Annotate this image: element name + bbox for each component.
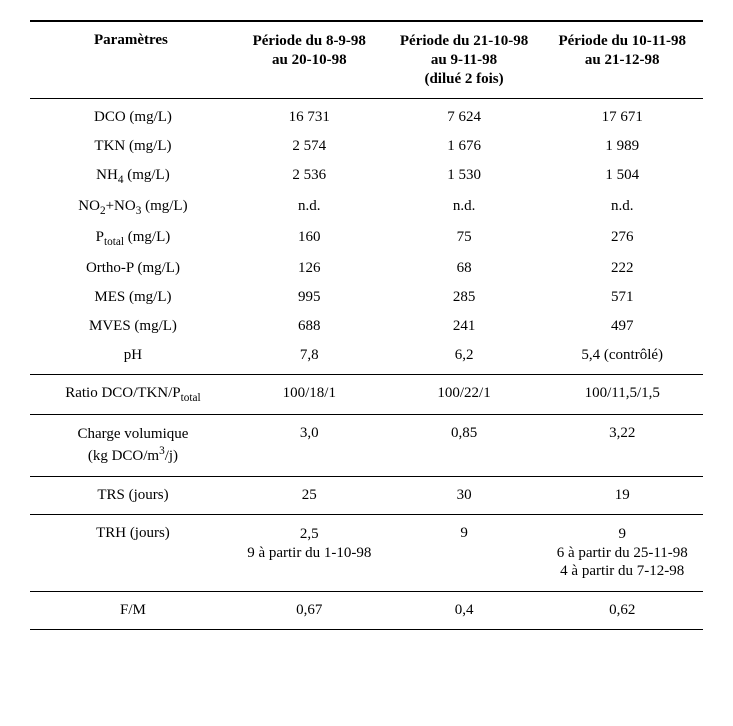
table-row: Charge volumique(kg DCO/m3/j)3,00,853,22 (30, 415, 703, 477)
table-header-row: Paramètres Période du 8-9-98au 20-10-98 … (30, 21, 703, 99)
table-row: Ortho-P (mg/L)12668222 (30, 254, 703, 283)
cell-period1: 995 (232, 283, 387, 312)
cell-period3: 276 (541, 223, 703, 254)
cell-period3: 100/11,5/1,5 (541, 375, 703, 415)
param-label: MVES (mg/L) (30, 312, 232, 341)
cell-period2: 30 (387, 476, 542, 514)
table-row: NO2+NO3 (mg/L)n.d.n.d.n.d. (30, 192, 703, 223)
cell-period3: 497 (541, 312, 703, 341)
param-label: NH4 (mg/L) (30, 161, 232, 192)
cell-period2: 0,4 (387, 592, 542, 630)
col-header-period1: Période du 8-9-98au 20-10-98 (232, 21, 387, 99)
table-row: TKN (mg/L)2 5741 6761 989 (30, 132, 703, 161)
param-label: Ratio DCO/TKN/Ptotal (30, 375, 232, 415)
col-header-period3: Période du 10-11-98au 21-12-98 (541, 21, 703, 99)
cell-period3: 571 (541, 283, 703, 312)
cell-period3: 0,62 (541, 592, 703, 630)
cell-period1: 2 536 (232, 161, 387, 192)
cell-period1: 2 574 (232, 132, 387, 161)
param-label: TKN (mg/L) (30, 132, 232, 161)
cell-period2: 75 (387, 223, 542, 254)
table-row: Ratio DCO/TKN/Ptotal100/18/1100/22/1100/… (30, 375, 703, 415)
cell-period3: 5,4 (contrôlé) (541, 341, 703, 375)
cell-period3: n.d. (541, 192, 703, 223)
cell-period1: n.d. (232, 192, 387, 223)
param-label: TRH (jours) (30, 514, 232, 591)
param-label: pH (30, 341, 232, 375)
cell-period2: 1 530 (387, 161, 542, 192)
parameters-table: Paramètres Période du 8-9-98au 20-10-98 … (30, 20, 703, 630)
cell-period2: 6,2 (387, 341, 542, 375)
table-row: pH7,86,25,4 (contrôlé) (30, 341, 703, 375)
cell-period3: 96 à partir du 25-11-984 à partir du 7-1… (541, 514, 703, 591)
param-label: TRS (jours) (30, 476, 232, 514)
cell-period3: 19 (541, 476, 703, 514)
table-row: MVES (mg/L)688241497 (30, 312, 703, 341)
param-label: DCO (mg/L) (30, 99, 232, 133)
table-row: TRH (jours)2,59 à partir du 1-10-98996 à… (30, 514, 703, 591)
cell-period2: 9 (387, 514, 542, 591)
cell-period2: 1 676 (387, 132, 542, 161)
cell-period3: 17 671 (541, 99, 703, 133)
cell-period2: 7 624 (387, 99, 542, 133)
cell-period2: 285 (387, 283, 542, 312)
table-row: DCO (mg/L)16 7317 62417 671 (30, 99, 703, 133)
cell-period3: 1 989 (541, 132, 703, 161)
cell-period1: 126 (232, 254, 387, 283)
table-row: NH4 (mg/L)2 5361 5301 504 (30, 161, 703, 192)
cell-period1: 0,67 (232, 592, 387, 630)
cell-period2: n.d. (387, 192, 542, 223)
table-row: TRS (jours)253019 (30, 476, 703, 514)
cell-period1: 160 (232, 223, 387, 254)
param-label: F/M (30, 592, 232, 630)
param-label: Charge volumique(kg DCO/m3/j) (30, 415, 232, 477)
cell-period3: 1 504 (541, 161, 703, 192)
param-label: Ptotal (mg/L) (30, 223, 232, 254)
param-label: MES (mg/L) (30, 283, 232, 312)
cell-period2: 0,85 (387, 415, 542, 477)
cell-period1: 100/18/1 (232, 375, 387, 415)
param-label: Ortho-P (mg/L) (30, 254, 232, 283)
param-label: NO2+NO3 (mg/L) (30, 192, 232, 223)
cell-period2: 68 (387, 254, 542, 283)
cell-period3: 3,22 (541, 415, 703, 477)
table-row: MES (mg/L)995285571 (30, 283, 703, 312)
table-row: F/M0,670,40,62 (30, 592, 703, 630)
cell-period1: 7,8 (232, 341, 387, 375)
table-row: Ptotal (mg/L)16075276 (30, 223, 703, 254)
cell-period1: 25 (232, 476, 387, 514)
cell-period1: 3,0 (232, 415, 387, 477)
cell-period2: 100/22/1 (387, 375, 542, 415)
cell-period1: 2,59 à partir du 1-10-98 (232, 514, 387, 591)
cell-period1: 688 (232, 312, 387, 341)
cell-period3: 222 (541, 254, 703, 283)
col-header-period2: Période du 21-10-98au 9-11-98(dilué 2 fo… (387, 21, 542, 99)
cell-period2: 241 (387, 312, 542, 341)
col-header-param: Paramètres (30, 21, 232, 99)
cell-period1: 16 731 (232, 99, 387, 133)
